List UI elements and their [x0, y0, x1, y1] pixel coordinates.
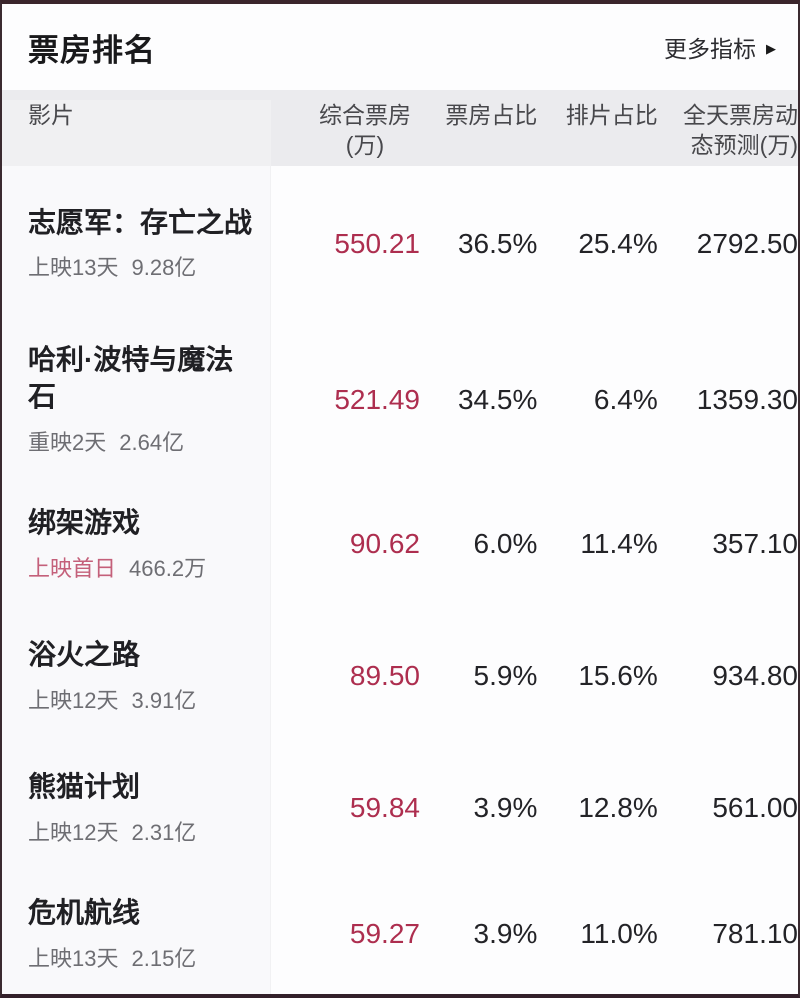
- release-status: 上映13天: [28, 255, 119, 281]
- film-title: 哈利·波特与魔法石: [28, 344, 234, 412]
- film-cell: 志愿军：存亡之战 上映13天 9.28亿: [2, 166, 271, 321]
- cumulative-gross: 2.15亿: [131, 945, 197, 971]
- cumulative-gross: 2.31亿: [131, 819, 197, 845]
- screening-share-value: 12.8%: [578, 792, 658, 823]
- table-row[interactable]: 危机航线 上映13天 2.15亿 59.27 3.9% 11.0% 781.10: [2, 874, 798, 994]
- column-header-share: 票房占比: [445, 102, 538, 128]
- more-metrics-link[interactable]: 更多指标 ▶: [664, 30, 776, 64]
- release-status: 上映首日: [28, 555, 117, 581]
- box-office-share-value: 5.9%: [473, 660, 538, 691]
- table-row[interactable]: 志愿军：存亡之战 上映13天 9.28亿 550.21 36.5% 25.4% …: [2, 166, 798, 321]
- film-cell: 熊猫计划 上映12天 2.31亿: [2, 742, 271, 874]
- screening-share-value: 15.6%: [578, 660, 658, 691]
- gross-value: 89.50: [349, 660, 420, 691]
- film-cell: 浴火之路 上映12天 3.91亿: [2, 610, 271, 742]
- film-title: 绑架游戏: [28, 507, 141, 539]
- film-subtitle: 上映首日 466.2万: [28, 551, 270, 583]
- column-header-gross-label: 综合票房(万): [318, 102, 411, 158]
- screening-share-value: 11.0%: [580, 918, 658, 949]
- film-title: 志愿军：存亡之战: [28, 206, 253, 238]
- film-subtitle: 上映13天 9.28亿: [28, 250, 270, 282]
- box-office-share-value: 3.9%: [473, 918, 538, 949]
- forecast-value: 561.00: [712, 792, 798, 823]
- film-title: 熊猫计划: [28, 771, 141, 803]
- forecast-value: 357.10: [712, 528, 798, 559]
- box-office-share-value: 3.9%: [473, 792, 538, 823]
- film-cell: 哈利·波特与魔法石 重映2天 2.64亿: [2, 321, 271, 478]
- title-bar: 票房排名 更多指标 ▶: [2, 4, 798, 90]
- table-row[interactable]: 哈利·波特与魔法石 重映2天 2.64亿 521.49 34.5% 6.4% 1…: [2, 321, 798, 478]
- cumulative-gross: 2.64亿: [119, 429, 185, 455]
- column-header-gross: 综合票房(万): [271, 100, 420, 160]
- chevron-right-icon: ▶: [766, 40, 776, 56]
- forecast-value: 2792.50: [696, 227, 798, 259]
- film-subtitle: 重映2天 2.64亿: [28, 425, 270, 457]
- cumulative-gross: 3.91亿: [131, 687, 197, 713]
- release-status: 上映13天: [28, 945, 119, 971]
- gross-value: 59.27: [349, 918, 420, 949]
- film-title: 危机航线: [28, 897, 141, 929]
- table-row[interactable]: 浴火之路 上映12天 3.91亿 89.50 5.9% 15.6% 934.80: [2, 610, 798, 742]
- column-header-film: 影片: [2, 100, 271, 166]
- cumulative-gross: 9.28亿: [131, 255, 197, 281]
- gross-value: 59.84: [349, 792, 420, 823]
- film-cell: 危机航线 上映13天 2.15亿: [2, 874, 271, 994]
- gross-value: 90.62: [349, 528, 420, 559]
- cumulative-gross: 466.2万: [129, 555, 207, 581]
- film-subtitle: 上映12天 3.91亿: [28, 683, 270, 715]
- film-subtitle: 上映13天 2.15亿: [28, 941, 270, 973]
- release-status: 上映12天: [28, 687, 119, 713]
- table-header: 影片 综合票房(万) 票房占比 排片占比 全天票房动态预测(万): [2, 90, 798, 166]
- more-metrics-label: 更多指标: [664, 36, 756, 62]
- release-status: 重映2天: [28, 429, 107, 455]
- screening-share-value: 25.4%: [578, 227, 658, 259]
- forecast-value: 934.80: [712, 660, 798, 691]
- screening-share-value: 11.4%: [580, 528, 658, 559]
- gross-value: 550.21: [334, 227, 420, 259]
- box-office-share-value: 36.5%: [457, 227, 538, 259]
- box-office-share-value: 34.5%: [457, 383, 538, 415]
- film-title: 浴火之路: [28, 639, 141, 671]
- box-office-share-value: 6.0%: [473, 528, 538, 559]
- gross-value: 521.49: [334, 383, 420, 415]
- table-row[interactable]: 熊猫计划 上映12天 2.31亿 59.84 3.9% 12.8% 561.00: [2, 742, 798, 874]
- forecast-value: 1359.30: [696, 383, 798, 415]
- page-title: 票房排名: [28, 32, 156, 68]
- screening-share-value: 6.4%: [593, 383, 658, 415]
- column-header-forecast: 全天票房动态预测(万): [658, 100, 798, 160]
- release-status: 上映12天: [28, 819, 119, 845]
- column-header-screening: 排片占比: [565, 102, 658, 128]
- forecast-value: 781.10: [712, 918, 798, 949]
- column-header-forecast-label: 全天票房动态预测(万): [682, 102, 798, 158]
- film-subtitle: 上映12天 2.31亿: [28, 815, 270, 847]
- table-row[interactable]: 绑架游戏 上映首日 466.2万 90.62 6.0% 11.4% 357.10: [2, 478, 798, 610]
- film-cell: 绑架游戏 上映首日 466.2万: [2, 478, 271, 610]
